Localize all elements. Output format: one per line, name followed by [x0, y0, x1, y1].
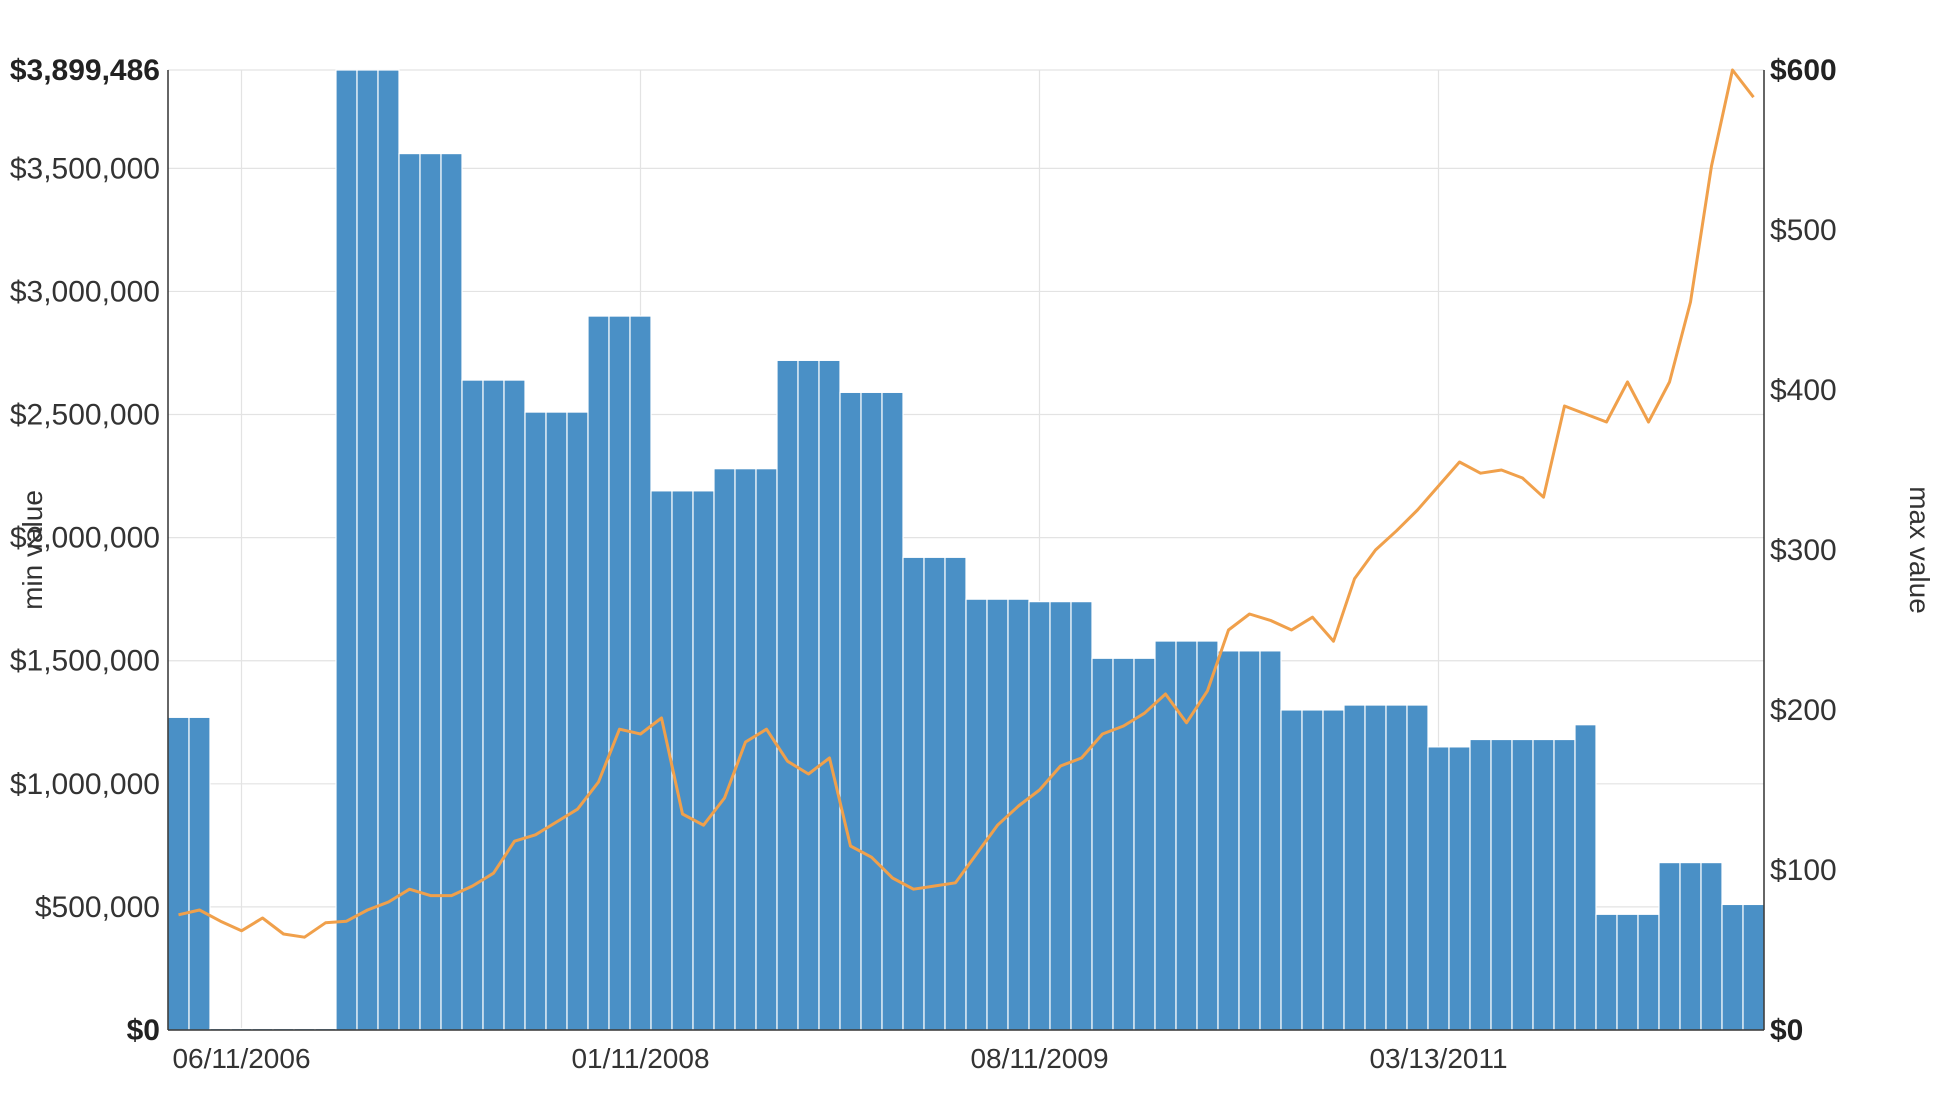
x-axis-ticks: 06/11/2006 01/11/2008 08/11/2009 03/13/2011: [172, 1043, 1507, 1074]
bar: [1112, 657, 1135, 1031]
axes: [167, 70, 1765, 1031]
bar: [377, 69, 400, 1031]
bar: [944, 556, 967, 1031]
max-value-line: [178, 68, 1755, 939]
bar: [545, 411, 568, 1031]
right-tick-label: $200: [1770, 694, 1837, 727]
bar-series: [167, 69, 1765, 1031]
bar: [902, 556, 925, 1031]
bar: [818, 359, 841, 1031]
bar: [566, 411, 589, 1031]
bar: [755, 468, 778, 1031]
bar: [1574, 724, 1597, 1031]
bar: [1238, 650, 1261, 1031]
bar: [1406, 704, 1429, 1031]
bar: [1637, 913, 1660, 1031]
left-tick-label: $3,000,000: [10, 275, 160, 308]
bar: [1049, 601, 1072, 1031]
bar: [398, 152, 421, 1031]
bar: [923, 556, 946, 1031]
bar: [356, 69, 379, 1031]
x-tick-label: 03/13/2011: [1369, 1043, 1507, 1074]
bar: [1721, 903, 1744, 1031]
bar: [1448, 746, 1471, 1031]
bar: [1595, 913, 1618, 1031]
bar: [608, 315, 631, 1031]
bar: [167, 716, 190, 1031]
bar: [965, 598, 988, 1031]
bar: [482, 379, 505, 1031]
right-tick-label: $600: [1770, 54, 1837, 87]
bar: [797, 359, 820, 1031]
bar: [1175, 640, 1198, 1031]
left-axis-ticks: $0 $500,000 $1,000,000 $1,500,000 $2,000,000…: [10, 54, 160, 1047]
bar: [1070, 601, 1093, 1031]
right-tick-label: $400: [1770, 374, 1837, 407]
right-axis-ticks: $0 $100 $200 $300 $400 $500 $600: [1770, 54, 1837, 1047]
bar: [1364, 704, 1387, 1031]
bar: [1742, 903, 1765, 1031]
bar: [461, 379, 484, 1031]
bar: [1490, 738, 1513, 1031]
bar: [1217, 650, 1240, 1031]
left-tick-label: $2,000,000: [10, 522, 160, 555]
bar: [713, 468, 736, 1031]
line-series: [178, 68, 1755, 939]
bar: [881, 391, 904, 1031]
bar: [1091, 657, 1114, 1031]
bar: [1385, 704, 1408, 1031]
right-tick-label: $0: [1770, 1014, 1803, 1047]
x-tick-label: 01/11/2008: [571, 1043, 709, 1074]
right-tick-label: $500: [1770, 214, 1837, 247]
right-axis-title: max value: [1904, 486, 1935, 614]
bar: [1511, 738, 1534, 1031]
bar: [1028, 601, 1051, 1031]
bar: [629, 315, 652, 1031]
bar: [1322, 709, 1345, 1031]
left-tick-label: $3,899,486: [10, 54, 160, 87]
bar: [1280, 709, 1303, 1031]
bar: [1301, 709, 1324, 1031]
bar: [1532, 738, 1555, 1031]
bar: [1658, 861, 1681, 1031]
left-tick-label: $3,500,000: [10, 152, 160, 185]
left-tick-label: $1,000,000: [10, 768, 160, 801]
bar: [1469, 738, 1492, 1031]
bar: [734, 468, 757, 1031]
bar: [860, 391, 883, 1031]
right-tick-label: $100: [1770, 854, 1837, 887]
bar: [986, 598, 1009, 1031]
left-tick-label: $0: [127, 1014, 160, 1047]
bar: [1700, 861, 1723, 1031]
left-tick-label: $1,500,000: [10, 645, 160, 678]
bar: [440, 152, 463, 1031]
bar: [776, 359, 799, 1031]
bar: [692, 490, 715, 1031]
bar: [1553, 738, 1576, 1031]
bar: [503, 379, 526, 1031]
bar: [419, 152, 442, 1031]
x-tick-label: 08/11/2009: [970, 1043, 1108, 1074]
bar: [524, 411, 547, 1031]
left-tick-label: $2,500,000: [10, 399, 160, 432]
bar: [188, 716, 211, 1031]
right-tick-label: $300: [1770, 534, 1837, 567]
left-axis-title: min value: [17, 490, 48, 610]
bar: [335, 69, 358, 1031]
bar: [1616, 913, 1639, 1031]
bar: [587, 315, 610, 1031]
x-tick-label: 06/11/2006: [172, 1043, 310, 1074]
bar: [650, 490, 673, 1031]
bar: [1427, 746, 1450, 1031]
left-tick-label: $500,000: [35, 891, 160, 924]
bar: [1679, 861, 1702, 1031]
bar: [1343, 704, 1366, 1031]
bar: [1259, 650, 1282, 1031]
bar: [671, 490, 694, 1031]
bar: [839, 391, 862, 1031]
